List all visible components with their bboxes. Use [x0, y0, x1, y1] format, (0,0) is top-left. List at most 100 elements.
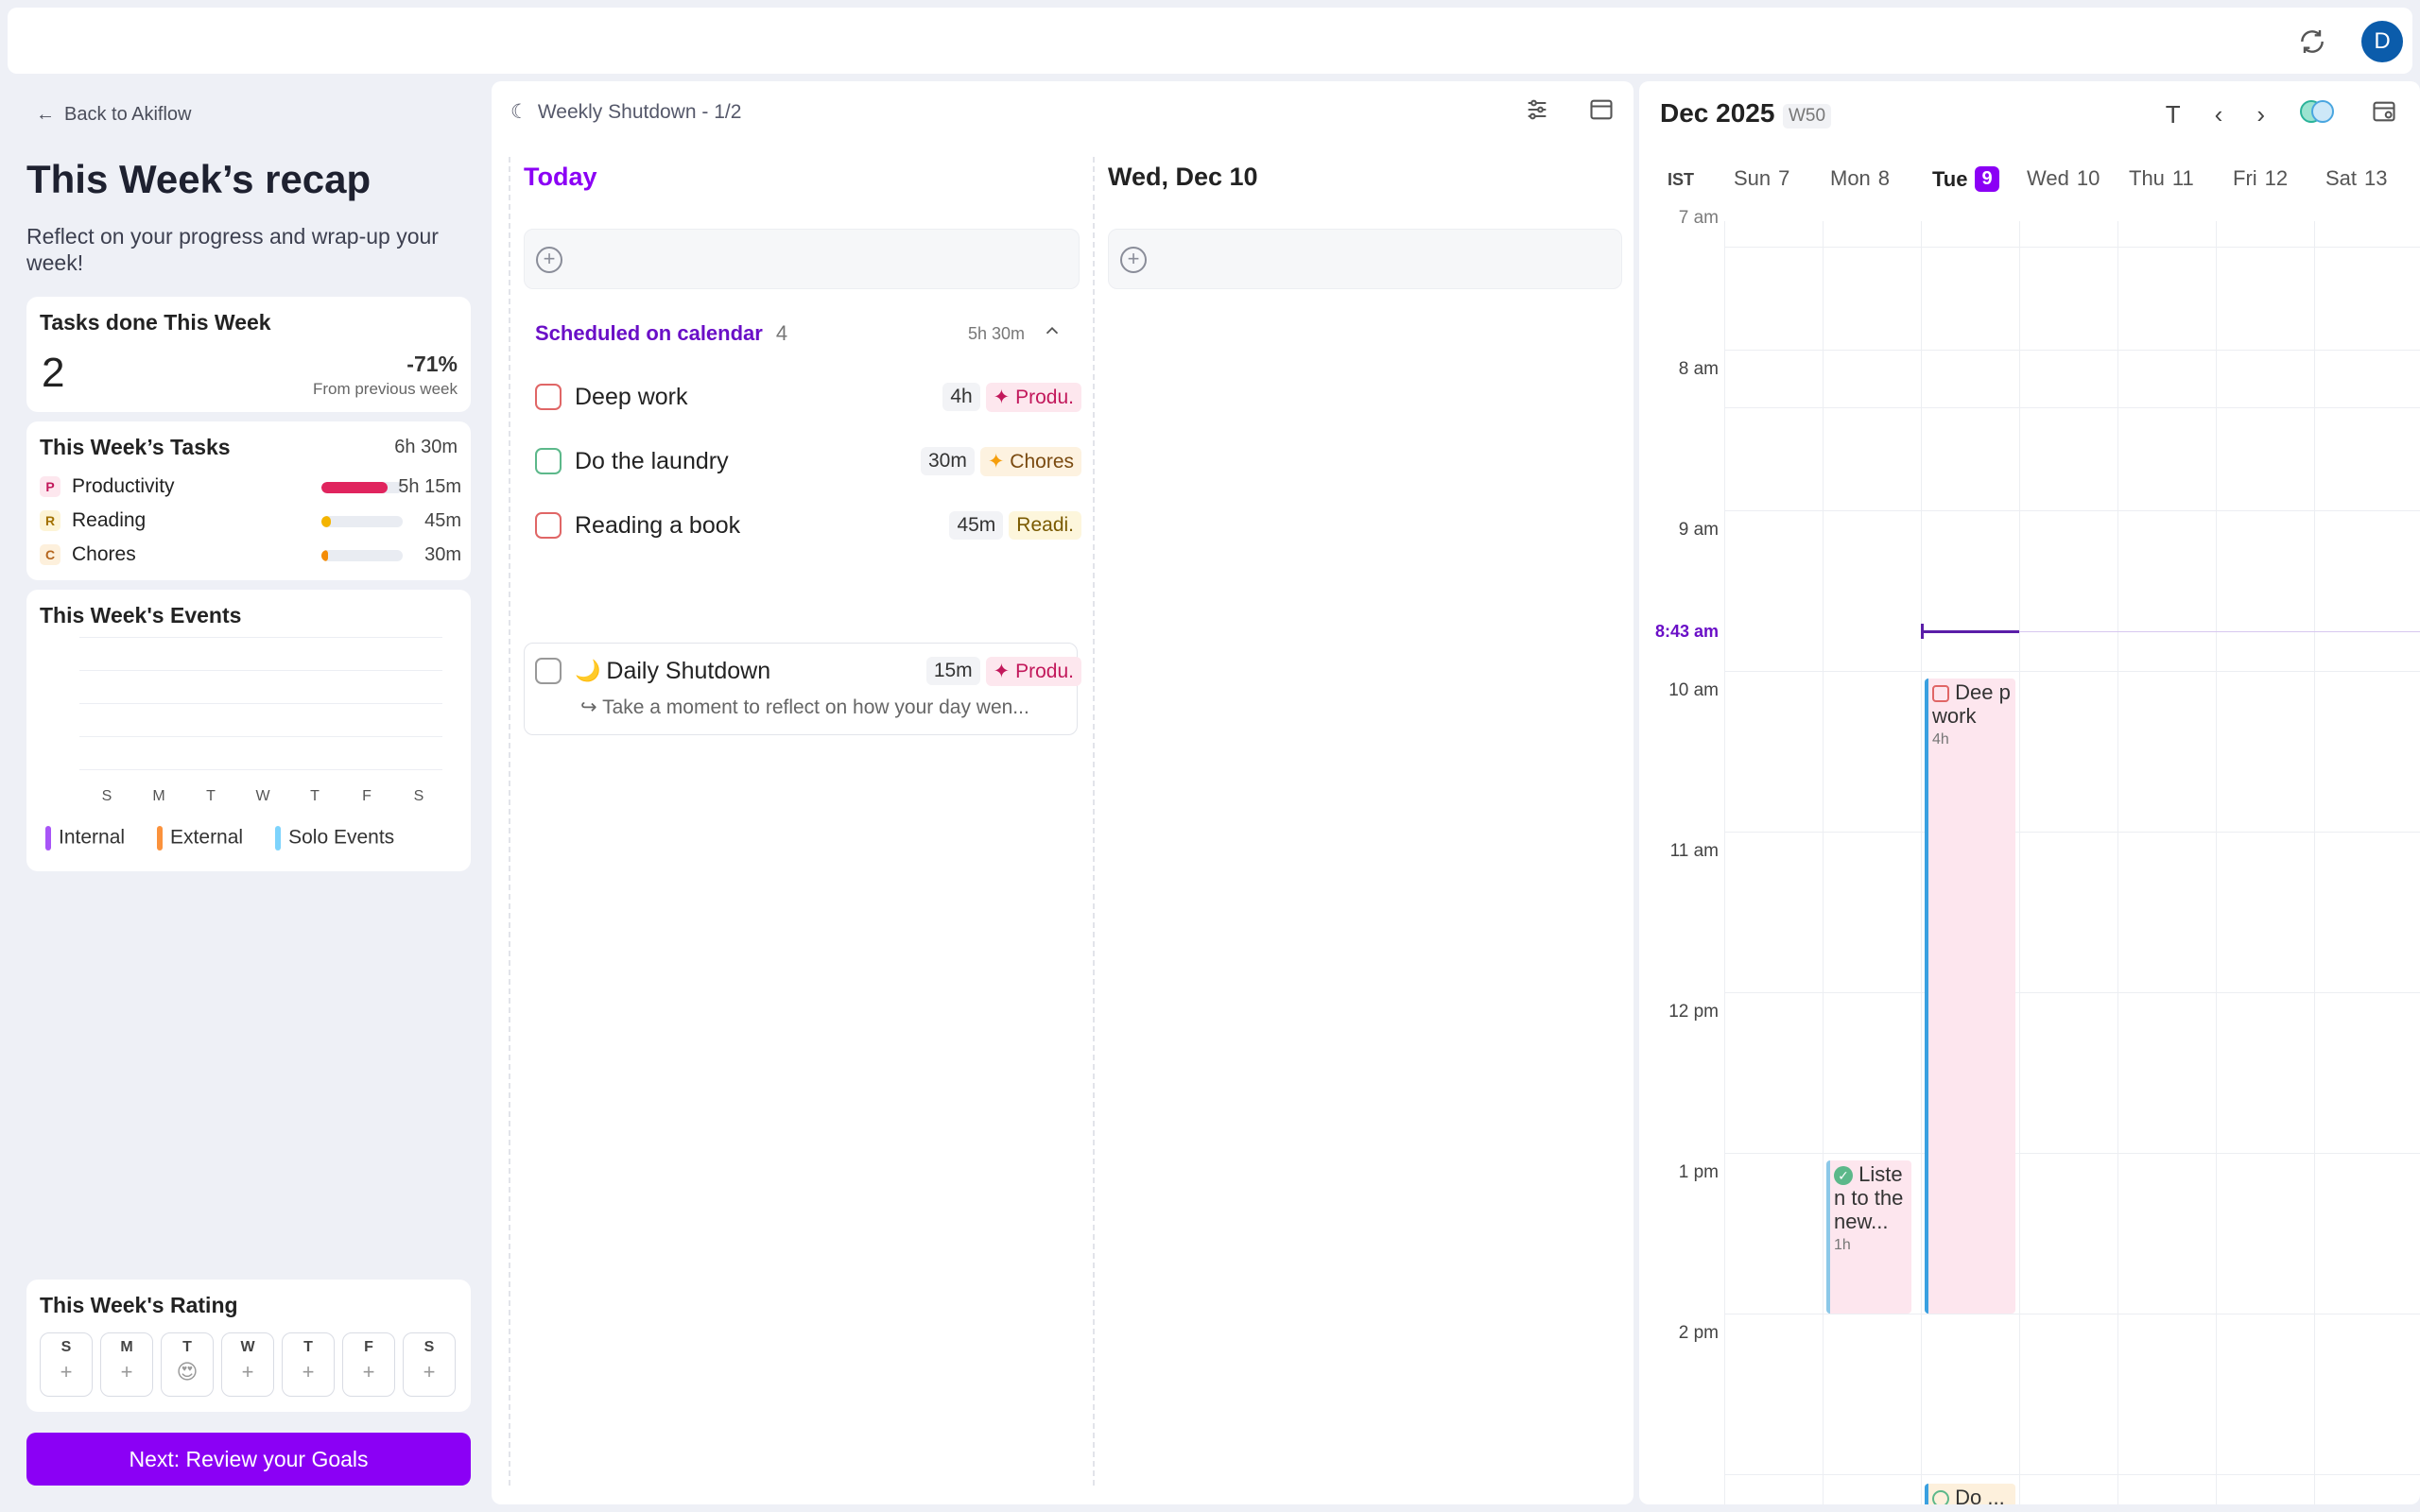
calendar-event-do[interactable]: Do ... 30m [1925, 1484, 2015, 1504]
rating-day[interactable]: S + [40, 1332, 93, 1397]
day-header[interactable]: Fri 12 [2233, 166, 2289, 190]
rating-day[interactable]: W + [221, 1332, 274, 1397]
day-header[interactable]: Wed 10 [2027, 166, 2100, 190]
events-day-label: S [413, 788, 424, 804]
task-tag[interactable]: ✦ Produ. [985, 656, 1081, 686]
hour-label: 7 am [1678, 208, 1719, 228]
tasks-done-change-label: From previous week [312, 380, 458, 398]
hour-label: 12 pm [1668, 1002, 1719, 1022]
sync-icon[interactable] [2297, 26, 2327, 57]
legend-internal: Internal [45, 826, 125, 850]
hour-label: 11 am [1669, 841, 1719, 861]
add-task-next-day[interactable]: + [1108, 229, 1622, 289]
add-task-today[interactable]: + [524, 229, 1080, 289]
rating-day[interactable]: T 😍 [161, 1332, 214, 1397]
events-day-label: T [310, 788, 320, 804]
category-name: Chores [72, 543, 136, 565]
category-duration: 30m [424, 543, 461, 565]
task-category-row: P Productivity 5h 15m [40, 472, 461, 501]
task-category-row: R Reading 45m [40, 507, 461, 535]
scheduled-label: Scheduled on calendar [535, 321, 763, 345]
week-tasks-card: This Week’s Tasks 6h 30m P Productivity … [26, 421, 471, 580]
moon-emoji-icon: 🌙 [575, 659, 601, 682]
calendar-grid[interactable]: 7 am 8 am 9 am 10 am 11 am 12 pm 1 pm 2 … [1639, 208, 2420, 1504]
calendar-settings-icon[interactable] [2371, 98, 2397, 131]
event-checkbox-icon[interactable] [1932, 685, 1949, 703]
task-item[interactable]: Do the laundry 30m ✦ Chores [535, 433, 1081, 490]
scheduled-section-header[interactable]: Scheduled on calendar 4 5h 30m [535, 321, 1072, 346]
task-duration: 4h [942, 383, 980, 411]
rating-day[interactable]: S + [403, 1332, 456, 1397]
current-time-line [1921, 630, 2019, 633]
day-header[interactable]: Thu 11 [2129, 166, 2194, 190]
hour-label: 8 am [1678, 359, 1719, 379]
page-subtitle: Reflect on your progress and wrap-up you… [26, 224, 439, 275]
week-events-title: This Week's Events [40, 603, 242, 627]
events-day-label: W [255, 788, 270, 804]
plus-circle-icon: + [536, 247, 562, 273]
calendar-event-deep-work[interactable]: Dee p work 4h [1925, 679, 2015, 1314]
task-tag[interactable]: ✦ Chores [979, 446, 1081, 476]
tasks-done-card: Tasks done This Week 2 -71% From previou… [26, 297, 471, 412]
page-title: This Week’s recap [26, 157, 372, 201]
category-badge: R [40, 510, 60, 531]
task-item[interactable]: Deep work 4h ✦ Produ. [535, 369, 1081, 425]
event-checkbox-icon[interactable] [1932, 1490, 1949, 1504]
day-header[interactable]: Mon 8 [1830, 166, 1891, 190]
daily-shutdown-card[interactable] [524, 643, 1078, 735]
subdirectory-arrow-icon: ↪ [580, 696, 597, 718]
category-progress-bar [321, 516, 403, 527]
next-day-column-title: Wed, Dec 10 [1108, 163, 1258, 191]
legend-solo: Solo Events [275, 826, 394, 850]
calendar-week-badge: W50 [1783, 104, 1832, 129]
sparkle-icon: ✦ [987, 450, 1005, 472]
scheduled-count: 4 [775, 321, 788, 345]
events-day-label: S [101, 788, 112, 804]
hour-label: 2 pm [1678, 1323, 1719, 1343]
events-day-label: T [206, 788, 216, 804]
next-review-goals-button[interactable]: Next: Review your Goals [26, 1433, 471, 1486]
rating-day[interactable]: F + [342, 1332, 395, 1397]
task-tag[interactable]: Readi. [1009, 511, 1081, 540]
task-title: Do the laundry [575, 447, 729, 474]
task-tag[interactable]: ✦ Produ. [985, 382, 1081, 412]
recap-panel: ← Back to Akiflow This Week’s recap Refl… [15, 85, 478, 1503]
rating-day[interactable]: M + [100, 1332, 153, 1397]
week-tasks-total: 6h 30m [394, 437, 458, 457]
task-checkbox[interactable] [535, 384, 562, 410]
task-item[interactable]: Reading a book 45m Readi. [535, 497, 1081, 554]
calendars-toggle-icon[interactable] [2299, 99, 2337, 130]
events-day-label: F [362, 788, 372, 804]
rating-day[interactable]: T + [282, 1332, 335, 1397]
scheduled-total: 5h 30m [967, 323, 1025, 343]
shutdown-header: ☾ Weekly Shutdown - 1/2 [510, 100, 741, 124]
rating-days: S + M + T 😍 W + T + F + S + [40, 1332, 456, 1397]
tasks-done-change: -71% [406, 352, 458, 376]
day-header[interactable]: Sun 7 [1734, 166, 1790, 190]
chevron-right-icon[interactable]: › [2256, 100, 2265, 129]
calendar-controls: T ‹ › [2166, 98, 2397, 131]
top-bar: D [8, 8, 2412, 74]
chevron-up-icon[interactable] [1042, 320, 1063, 347]
current-time-label: 8:43 am [1654, 622, 1719, 641]
calendar-toggle-icon[interactable] [1588, 96, 1615, 128]
calendar-event-listen[interactable]: ✓ Liste n to the new... 1h [1826, 1160, 1911, 1314]
chevron-left-icon[interactable]: ‹ [2214, 100, 2223, 129]
calendar-panel: Dec 2025 W50 T ‹ › IST Sun 7 Mon 8 Tue 9 We… [1639, 81, 2420, 1504]
day-header-today[interactable]: Tue 9 [1932, 166, 1999, 192]
events-day-label: M [152, 788, 165, 804]
sparkle-icon: ✦ [993, 660, 1011, 682]
task-checkbox[interactable] [535, 448, 562, 474]
back-link[interactable]: ← Back to Akiflow [36, 104, 192, 126]
legend-external: External [157, 826, 243, 850]
task-checkbox[interactable] [535, 658, 562, 684]
category-badge: P [40, 476, 60, 497]
avatar[interactable]: D [2361, 21, 2403, 62]
day-header[interactable]: Sat 13 [2325, 166, 2388, 190]
hour-label: 10 am [1668, 680, 1719, 700]
filter-icon[interactable] [1524, 96, 1550, 128]
task-checkbox[interactable] [535, 512, 562, 539]
task-item[interactable]: 🌙 Daily Shutdown 15m ✦ Produ. [535, 643, 1081, 699]
today-button[interactable]: T [2165, 100, 2181, 129]
week-tasks-title: This Week’s Tasks [40, 435, 231, 459]
